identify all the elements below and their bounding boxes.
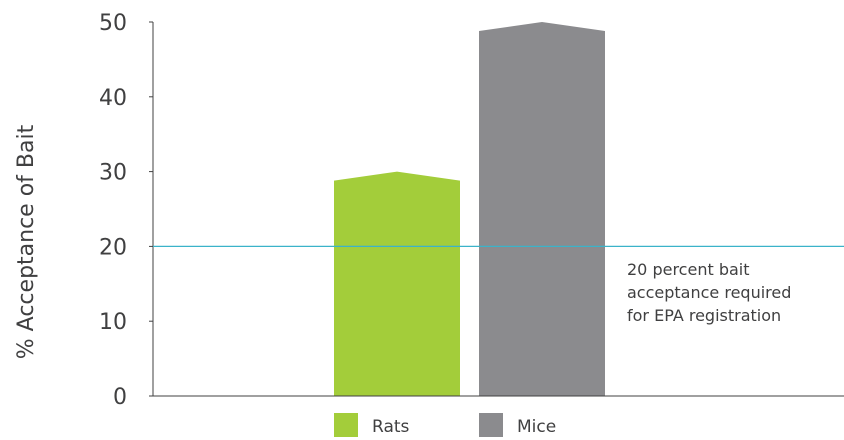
y-axis: 0 10 20 30 40 50 <box>99 11 154 410</box>
bar-rats <box>334 171 460 396</box>
y-tick-label: 10 <box>99 310 127 335</box>
bar-mice <box>479 22 605 396</box>
y-tick-label: 0 <box>113 385 127 410</box>
y-axis-label: % Acceptance of Bait <box>14 124 39 359</box>
reference-line-annotation: 20 percent bait acceptance required for EP… <box>627 260 791 325</box>
bars-group <box>334 22 605 396</box>
legend-label-rats: Rats <box>372 417 410 437</box>
annotation-line: for EPA registration <box>627 306 781 325</box>
legend-label-mice: Mice <box>517 417 556 437</box>
y-tick-label: 50 <box>99 11 127 36</box>
y-tick-label: 20 <box>99 235 127 260</box>
annotation-line: acceptance required <box>627 283 791 302</box>
legend-swatch-mice <box>479 413 503 437</box>
annotation-line: 20 percent bait <box>627 260 750 279</box>
y-tick-label: 40 <box>99 86 127 111</box>
legend-swatch-rats <box>334 413 358 437</box>
y-tick-label: 30 <box>99 161 127 186</box>
legend: Rats Mice <box>334 413 556 437</box>
